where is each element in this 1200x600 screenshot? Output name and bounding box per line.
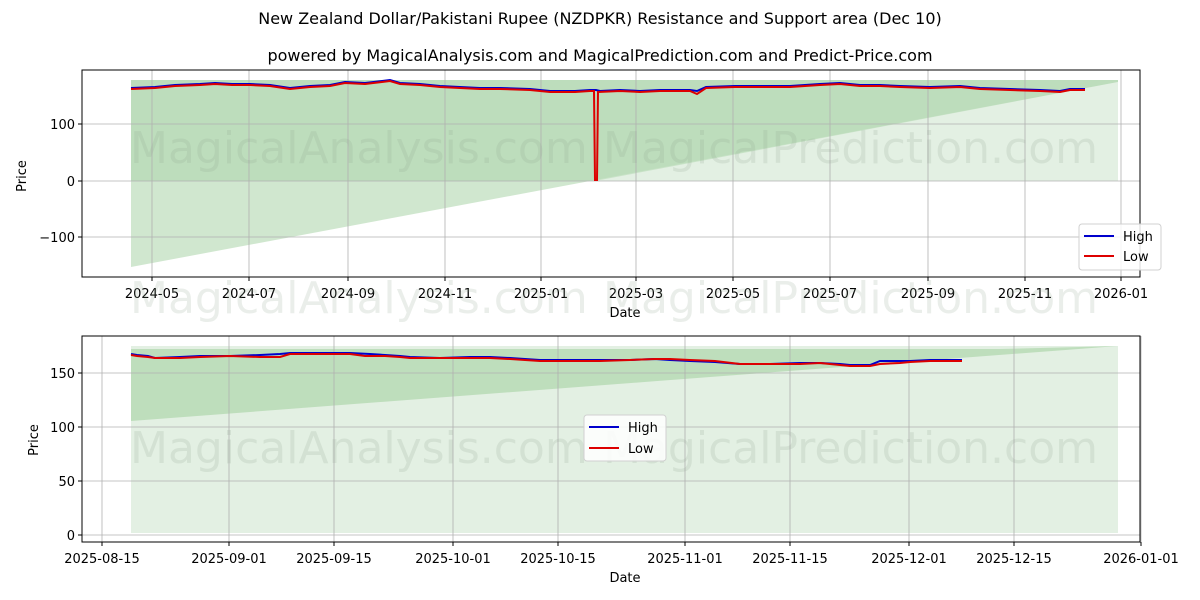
x-tick-label: 2025-08-15 [64,552,140,567]
x-tick-label: 2025-09 [901,287,955,302]
legend-low-label: Low [628,442,654,457]
x-tick-label: 2024-05 [125,287,179,302]
top-legend: High Low [1078,223,1162,271]
chart-title: New Zealand Dollar/Pakistani Rupee (NZDP… [258,9,942,28]
bottom-x-ticks: 2025-08-15 2025-09-01 2025-09-15 2025-10… [64,542,1179,567]
legend-high-label: High [1123,230,1153,245]
y-tick-label: 150 [50,367,75,382]
top-x-ticks: 2024-05 2024-07 2024-09 2024-11 2025-01 … [125,277,1148,302]
top-axes-frame [81,69,1141,278]
watermark-prediction-bottom: MagicalPrediction.com [603,423,1098,474]
y-axis-label-bottom: Price [27,424,42,456]
y-tick-label: 50 [58,475,75,490]
watermark-analysis-bottom: MagicalAnalysis.com [130,423,588,474]
x-tick-label: 2025-11 [998,287,1052,302]
x-tick-label: 2025-07 [803,287,857,302]
bottom-axes-frame [81,335,1141,543]
legend-low-label: Low [1123,250,1149,265]
x-tick-label: 2026-01 [1094,287,1148,302]
top-chart: MagicalAnalysis.com MagicalPrediction.co… [15,69,1162,321]
x-tick-label: 2026-01-01 [1103,552,1179,567]
legend-high-label: High [628,421,658,436]
x-tick-label: 2025-09-15 [296,552,372,567]
x-tick-label: 2025-09-01 [191,552,267,567]
y-tick-label: 100 [50,118,75,133]
x-tick-label: 2025-05 [706,287,760,302]
x-tick-label: 2025-12-15 [976,552,1052,567]
x-tick-label: 2025-10-01 [415,552,491,567]
watermark-prediction: MagicalPrediction.com [603,123,1098,174]
x-tick-label: 2025-03 [609,287,663,302]
x-axis-label: Date [609,306,640,321]
x-tick-label: 2025-11-15 [752,552,828,567]
watermark-analysis-middle: MagicalAnalysis.com [130,273,588,324]
x-tick-label: 2025-10-15 [520,552,596,567]
x-tick-label: 2025-01 [514,287,568,302]
x-axis-label-bottom: Date [609,571,640,586]
x-tick-label: 2025-11-01 [647,552,723,567]
x-tick-label: 2024-07 [222,287,276,302]
top-y-ticks: 100 0 −100 [39,118,82,246]
watermark-analysis: MagicalAnalysis.com [130,123,588,174]
bottom-chart: MagicalAnalysis.com MagicalPrediction.co… [27,335,1179,586]
bottom-y-ticks: 150 100 50 0 [50,367,82,544]
watermark-prediction-middle: MagicalPrediction.com [603,273,1098,324]
y-axis-label: Price [15,160,30,192]
bottom-legend: High Low [583,414,667,462]
chart-subtitle: powered by MagicalAnalysis.com and Magic… [267,46,933,65]
y-tick-label: 100 [50,421,75,436]
y-tick-label: 0 [67,529,75,544]
grid-lines [82,70,1140,277]
grid-lines-bottom [82,336,1142,542]
x-tick-label: 2024-09 [321,287,375,302]
x-tick-label: 2025-12-01 [871,552,947,567]
y-tick-label: 0 [67,175,75,190]
low-line [130,79,1085,181]
projection-band [595,82,1118,181]
x-tick-label: 2024-11 [418,287,472,302]
y-tick-label: −100 [39,231,75,246]
low-line-bottom [130,353,962,367]
